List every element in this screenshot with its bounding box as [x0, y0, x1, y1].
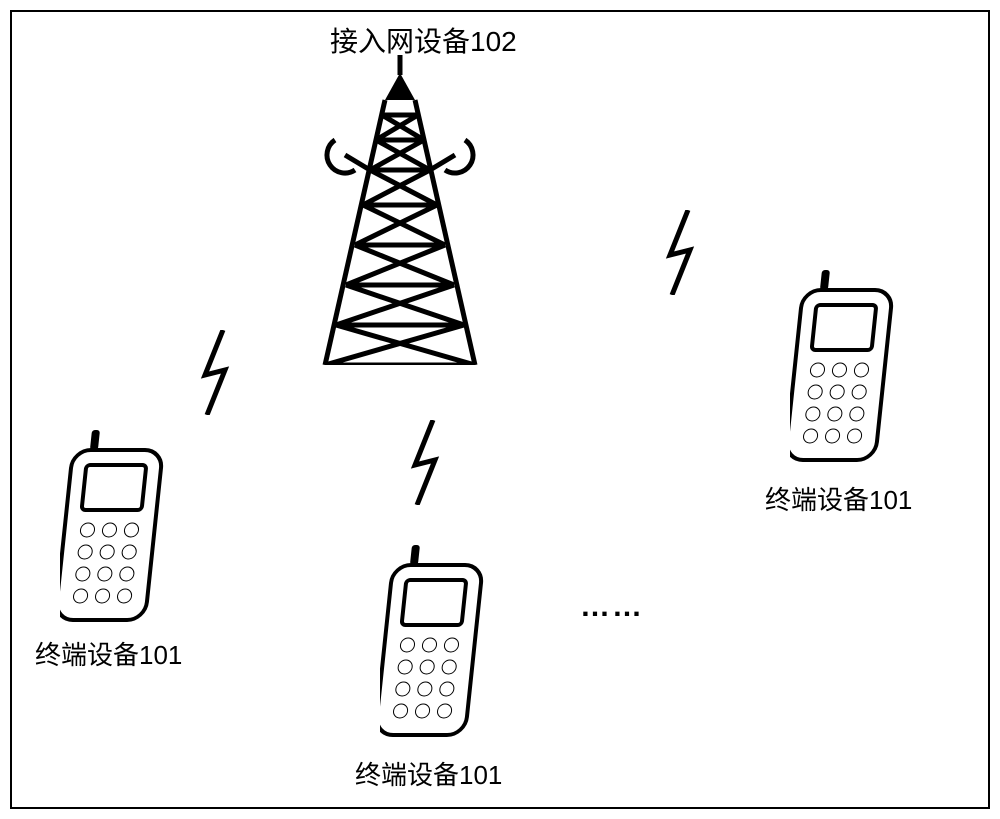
tower-icon [300, 55, 500, 365]
ellipsis: …… [580, 590, 644, 624]
signal-icon [195, 330, 235, 415]
phone-label: 终端设备101 [35, 635, 182, 672]
phone-icon [790, 270, 900, 465]
tower-label: 接入网设备102 [330, 20, 517, 60]
phone-icon [60, 430, 170, 625]
signal-icon [660, 210, 700, 295]
signal-icon [405, 420, 445, 505]
phone-label: 终端设备101 [765, 480, 912, 517]
phone-label: 终端设备101 [355, 755, 502, 792]
phone-icon [380, 545, 490, 740]
diagram-canvas: 接入网设备102 [0, 0, 1000, 819]
